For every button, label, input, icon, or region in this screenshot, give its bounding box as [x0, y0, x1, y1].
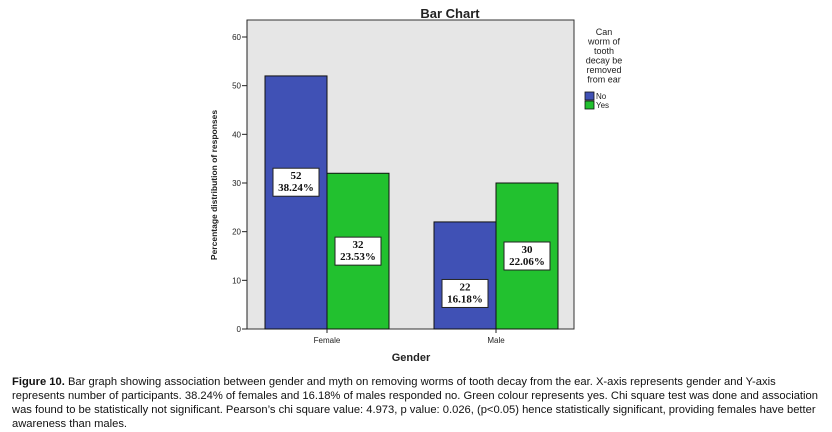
legend-label-yes: Yes — [596, 101, 609, 110]
x-axis: Female Male — [314, 329, 505, 345]
data-label-text: 22.06% — [509, 256, 545, 268]
data-label-text: 38.24% — [278, 182, 314, 194]
data-label-text: 32 — [353, 239, 365, 251]
legend-title-line: worm of — [587, 37, 621, 47]
y-axis: 0 10 20 30 40 50 60 — [232, 20, 248, 334]
caption-text: Bar graph showing association between ge… — [12, 376, 818, 430]
figure-caption: Figure 10. Bar graph showing association… — [12, 375, 820, 431]
data-label-box — [441, 278, 489, 308]
x-tick-label: Male — [487, 336, 505, 345]
data-label-text: 23.53% — [340, 251, 376, 263]
bar-no-male — [433, 221, 497, 330]
legend-title-line: decay be — [586, 56, 623, 66]
legend-title-line: removed — [586, 65, 621, 75]
legend-label-no: No — [596, 92, 607, 101]
x-axis-title: Gender — [392, 352, 431, 364]
y-tick-label: 30 — [232, 179, 241, 188]
data-label-text: 52 — [291, 170, 303, 182]
chart-title: Bar Chart — [420, 6, 480, 21]
y-tick-label: 40 — [232, 130, 241, 139]
legend-swatch-no — [584, 91, 595, 101]
data-label-box — [503, 241, 551, 271]
y-tick-label: 50 — [232, 82, 241, 91]
data-label-box — [334, 236, 382, 266]
data-label-text: 22 — [460, 281, 472, 293]
y-tick-label: 60 — [232, 33, 241, 42]
data-label-text: 16.18% — [447, 293, 483, 305]
y-tick-label: 20 — [232, 228, 241, 237]
legend-swatch-yes — [584, 100, 595, 110]
x-tick-label: Female — [314, 336, 341, 345]
y-axis-title: Percentage distribution of responses — [209, 110, 219, 260]
legend-title-line: from ear — [587, 75, 621, 85]
legend-title-line: Can — [596, 27, 613, 37]
data-label-text: 30 — [522, 244, 534, 256]
y-tick-label: 10 — [232, 276, 241, 285]
bar-no-female — [264, 75, 328, 330]
legend-title-line: tooth — [594, 46, 614, 56]
y-tick-label: 0 — [237, 325, 242, 334]
data-label-box — [272, 167, 320, 197]
caption-label: Figure 10. — [12, 376, 65, 388]
